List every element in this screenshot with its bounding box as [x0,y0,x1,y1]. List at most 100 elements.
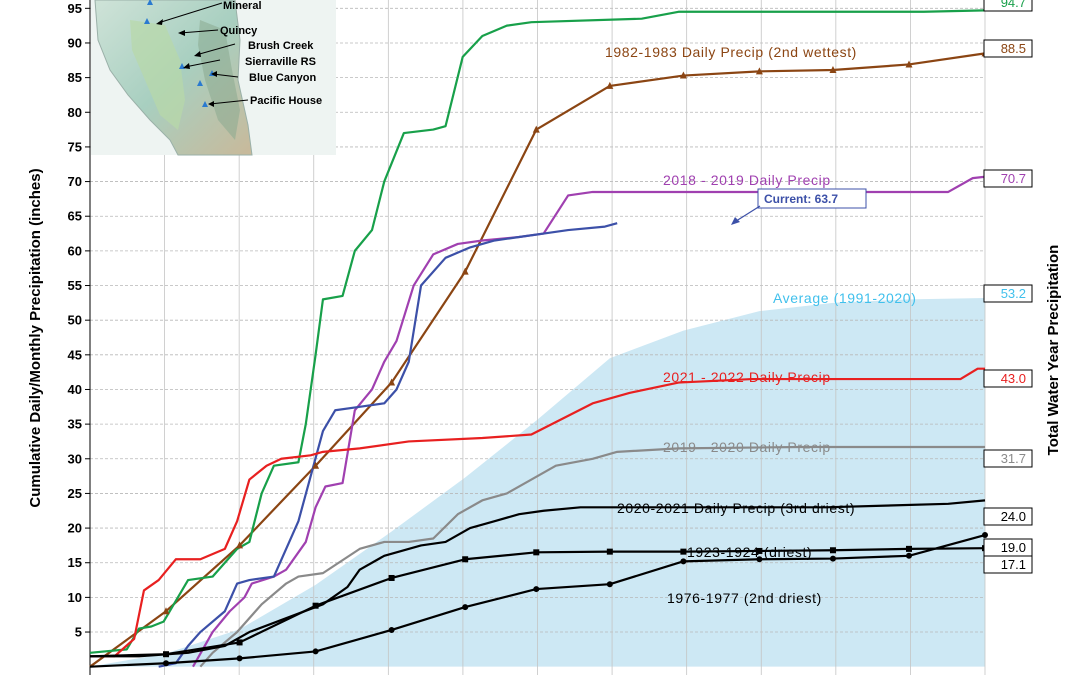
total-box-7: 24.0 [983,507,1033,526]
marker-0-8 [679,71,687,79]
marker-8-5 [462,604,469,611]
total-box-2: 88.5 [983,39,1033,58]
y-tick-label-6: 35 [68,417,82,432]
sierra-range [198,20,240,140]
station-label-brush-creek: Brush Creek [248,40,314,52]
total-box-5: 43.0 [983,369,1033,388]
label-2018-2019: 2018 - 2019 Daily Precip [663,172,831,188]
marker-0-6 [532,125,540,133]
y-tick-label-9: 50 [68,313,82,328]
marker-0-2 [236,541,244,549]
marker-7-8 [680,548,687,555]
y-tick-label-18: 95 [68,1,82,16]
marker-7-5 [462,556,469,563]
station-leader-heads [156,19,217,107]
marker-8-3 [312,648,319,655]
label-2020-2021: 2020-2021 Daily Precip (3rd driest) [617,500,855,516]
marker-7-6 [533,549,540,556]
total-box-9: 17.1 [983,555,1033,574]
total-box-3: 70.7 [983,169,1033,188]
marker-7-1 [163,651,170,658]
marker-0-4 [388,378,396,386]
marker-8-6 [533,586,540,593]
label-1976-1977: 1976-1977 (2nd driest) [667,590,822,606]
y-tick-label-4: 25 [68,486,82,501]
series-line-6 [90,499,986,658]
y-tick-label-3: 20 [68,521,82,536]
svg-text:88.5: 88.5 [1001,41,1026,56]
y-tick-label-7: 40 [68,382,82,397]
y-tick-label-16: 85 [68,70,82,85]
marker-8-12 [982,532,988,539]
series-line-4 [90,367,985,658]
y-tick-label-13: 70 [68,174,82,189]
station-map-inset: Mineral Quincy Brush Creek Sierraville R… [91,0,336,156]
y-tick-label-5: 30 [68,451,82,466]
svg-text:94.7: 94.7 [1001,0,1026,10]
y-tick-label-15: 80 [68,105,82,120]
marker-8-11 [905,552,912,559]
current-arrow-head [731,217,740,225]
marker-0-3 [312,461,320,469]
right-axis-title: Total Water Year Precipitation [1045,245,1062,456]
marker-8-7 [606,581,613,588]
marker-8-2 [236,655,243,662]
y-tick-label-8: 45 [68,347,82,362]
station-label-pacific-house: Pacific House [250,95,322,107]
y-axis-ticks: 5 10 15 20 25 30 35 40 45 50 55 60 65 70 75 80 85 90 95 [68,1,90,640]
y-tick-label-14: 75 [68,139,82,154]
marker-0-1 [162,607,170,615]
svg-text:70.7: 70.7 [1001,171,1026,186]
marker-8-9 [756,556,763,563]
label-2021-2022: 2021 - 2022 Daily Precip [663,369,831,385]
total-box-4: 53.2 [983,284,1033,303]
y-tick-label-10: 55 [68,278,82,293]
y-tick-label-17: 90 [68,35,82,50]
series-line-3 [158,222,618,668]
marker-8-10 [829,555,836,562]
total-box-1: 94.7 [983,0,1033,12]
marker-0-9 [755,67,763,75]
marker-8-1 [163,660,170,667]
station-label-sierraville: Sierraville RS [245,56,316,68]
svg-text:31.7: 31.7 [1001,451,1026,466]
marker-7-4 [388,574,395,581]
y-tick-label-1: 10 [68,590,82,605]
series-line-1 [89,9,986,654]
svg-text:43.0: 43.0 [1001,371,1026,386]
marker-0-7 [606,81,614,89]
marker-0-11 [905,60,913,68]
marker-7-7 [606,548,613,555]
y-tick-label-11: 60 [68,243,82,258]
station-label-quincy: Quincy [220,25,258,37]
current-box [757,188,867,209]
marker-8-4 [388,626,395,633]
svg-text:24.0: 24.0 [1001,509,1026,524]
y-axis-title: Cumulative Daily/Monthly Precipitation (… [27,168,44,507]
series-line-5 [199,445,985,668]
marker-7-11 [905,545,912,552]
marker-7-2 [236,639,243,646]
marker-7-3 [312,602,319,609]
label-2019-2020: 2019 - 2020 Daily Precip [663,439,831,455]
station-label-blue-canyon: Blue Canyon [249,72,317,84]
label-average: Average (1991-2020) [773,290,916,306]
total-box-6: 31.7 [983,449,1033,468]
marker-7-10 [829,547,836,554]
current-label: Current: 63.7 [764,192,838,206]
label-1923-1924: 1923-1924 (driest) [687,544,812,560]
marker-8-8 [680,558,687,565]
svg-text:53.2: 53.2 [1001,286,1026,301]
series-line-2 [192,175,986,668]
marker-0-10 [829,65,837,73]
central-valley [130,20,185,130]
marker-7-9 [756,547,763,554]
marker-0-5 [461,267,469,275]
y-tick-label-12: 65 [68,209,82,224]
y-tick-label-2: 15 [68,555,82,570]
station-leaders [157,2,249,105]
station-label-mineral: Mineral [223,0,262,12]
svg-text:19.0: 19.0 [1001,540,1026,555]
total-box-8: 19.0 [983,538,1033,557]
